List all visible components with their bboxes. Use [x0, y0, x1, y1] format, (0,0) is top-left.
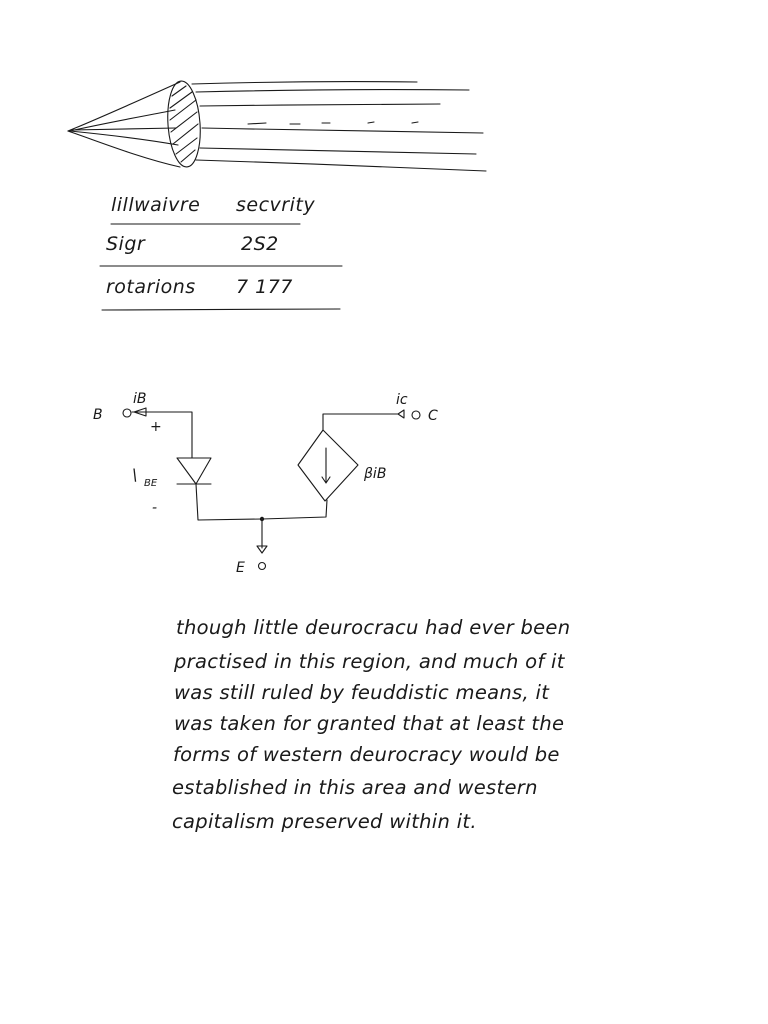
emitter-arrow: [256, 545, 268, 554]
vbe-v-glyph: \: [132, 465, 137, 484]
stream-line-1: [191, 81, 418, 85]
dependent-current-source: [297, 429, 359, 502]
collector-current-arrow: [397, 409, 405, 419]
handwritten-paragraph: though little deurocracu had ever been p…: [172, 616, 570, 833]
base-wire: [131, 411, 193, 459]
vbe-plus-label: +: [150, 419, 162, 435]
emitter-terminal-label: E: [236, 560, 245, 576]
stream-line-3: [199, 103, 441, 107]
paragraph-line: established in this area and western: [172, 776, 538, 799]
paragraph-line: capitalism preserved within it.: [172, 810, 477, 833]
paragraph-line: forms of western deurocracy would be: [173, 743, 560, 766]
rocket-sketch: [67, 80, 487, 172]
diode-to-bottom-wire: [195, 483, 328, 521]
stream-line-2: [195, 89, 470, 93]
base-terminal-node: [122, 408, 132, 418]
cone-base-ellipse: [167, 80, 201, 168]
paragraph-line: was taken for granted that at least the: [174, 712, 564, 735]
vbe-minus-label: -: [152, 500, 157, 516]
stream-line-5: [199, 147, 477, 155]
emitter-terminal-node: [257, 561, 267, 571]
base-current-arrow: [133, 407, 147, 417]
cone-lower-edge: [67, 130, 181, 168]
vbe-subscript-label: BE: [144, 478, 158, 489]
stream-line-4: [201, 127, 484, 134]
ellipse-hatching: [169, 85, 199, 163]
table-rule-row2: [101, 308, 341, 311]
collector-terminal-label: C: [428, 408, 438, 424]
circuit-diagram: iB B + \ BE - ic C βiB E: [93, 391, 438, 576]
table-row2-col1: rotarions: [106, 276, 196, 298]
handwritten-table: lillwaivre secvrity Sigr 2S2 rotarions 7…: [99, 194, 343, 311]
table-header-col2: secvrity: [236, 194, 315, 216]
collector-wire: [322, 413, 399, 431]
collector-terminal-node: [411, 410, 421, 420]
paragraph-line: though little deurocracu had ever been: [176, 616, 570, 639]
dependent-source-gain-label: βiB: [363, 466, 386, 482]
collector-current-label: ic: [396, 392, 408, 408]
base-terminal-label: B: [93, 407, 103, 423]
cone-upper-edge: [67, 81, 181, 132]
cone-inner-line-1: [69, 109, 176, 132]
cone-inner-line-3: [71, 127, 177, 131]
table-row1-col2: 2S2: [241, 233, 279, 255]
paragraph-line: was still ruled by feuddistic means, it: [174, 681, 550, 704]
emitter-junction-dot: [259, 516, 265, 522]
paragraph-line: practised in this region, and much of it: [173, 650, 566, 673]
stream-dashes: [247, 121, 419, 125]
source-direction-arrow: [321, 447, 331, 484]
base-current-label: iB: [133, 391, 147, 407]
cone-inner-line-2: [69, 130, 179, 146]
diode-symbol: [176, 457, 212, 485]
table-header-col1: lillwaivre: [111, 194, 200, 216]
table-row1-col1: Sigr: [106, 233, 146, 255]
stream-line-6: [195, 159, 487, 172]
table-row2-col2: 7 177: [236, 276, 293, 298]
